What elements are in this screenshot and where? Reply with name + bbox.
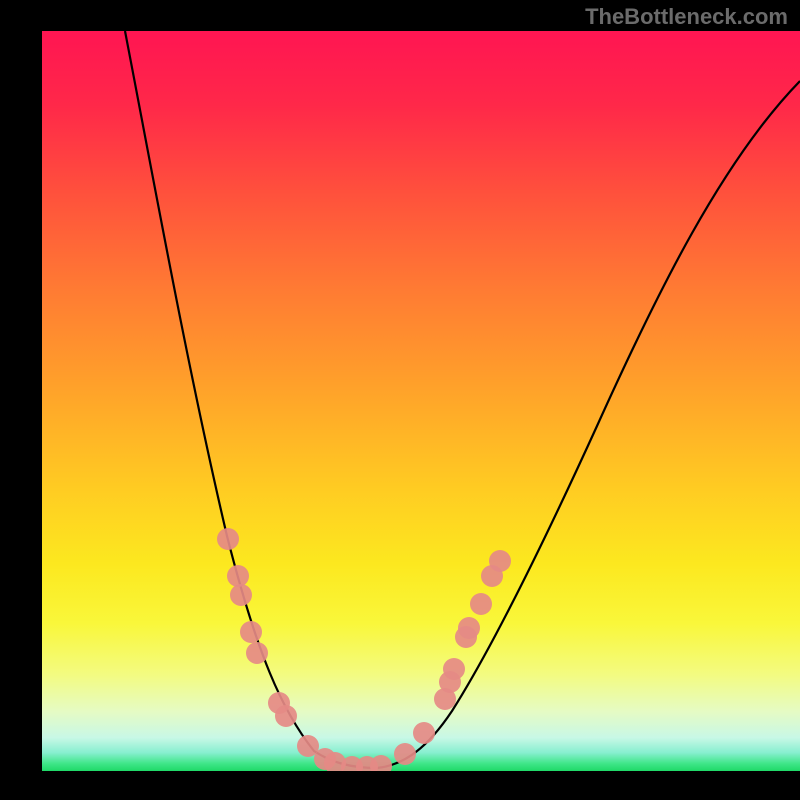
data-marker: [240, 621, 262, 643]
data-marker: [470, 593, 492, 615]
watermark-text: TheBottleneck.com: [585, 4, 788, 30]
data-marker: [489, 550, 511, 572]
data-marker: [458, 617, 480, 639]
data-marker: [413, 722, 435, 744]
data-marker: [443, 658, 465, 680]
plot-area: [42, 31, 800, 771]
data-marker: [230, 584, 252, 606]
data-marker: [275, 705, 297, 727]
chart-container: TheBottleneck.com: [0, 0, 800, 800]
data-marker: [227, 565, 249, 587]
chart-svg: [42, 31, 800, 771]
gradient-background: [42, 31, 800, 771]
data-marker: [394, 743, 416, 765]
data-marker: [217, 528, 239, 550]
data-marker: [246, 642, 268, 664]
